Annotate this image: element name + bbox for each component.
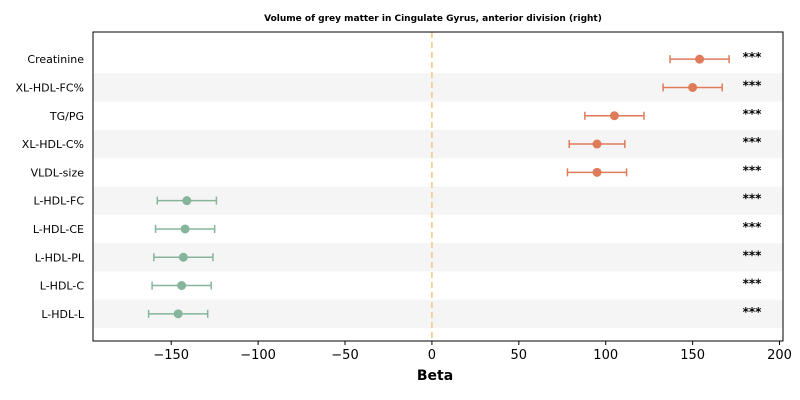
data-point-L-HDL-PL xyxy=(153,252,214,262)
data-point-XL-HDL-FC% xyxy=(662,82,723,92)
y-tick-label: TG/PG xyxy=(49,110,84,123)
point-marker xyxy=(592,139,602,149)
significance-label: *** xyxy=(743,135,763,149)
point-marker xyxy=(180,224,190,234)
data-point-VLDL-size xyxy=(566,167,628,177)
x-tick-label: 50 xyxy=(511,348,528,363)
plot-frame xyxy=(92,31,784,342)
point-marker xyxy=(609,111,619,121)
point-marker xyxy=(178,252,188,262)
y-tick-label: L-HDL-L xyxy=(41,308,85,321)
y-tick-label: L-HDL-CE xyxy=(33,223,84,236)
y-tick-label: L-HDL-FC xyxy=(33,195,84,208)
significance-label: *** xyxy=(743,248,763,262)
significance-label: *** xyxy=(743,50,763,64)
data-point-L-HDL-L xyxy=(147,309,209,319)
x-tick-label: 0 xyxy=(428,348,436,363)
x-tick-label: 200 xyxy=(767,348,792,363)
point-marker xyxy=(592,167,602,177)
x-tick-label: 100 xyxy=(593,348,618,363)
point-marker xyxy=(695,54,705,64)
y-tick-label: VLDL-size xyxy=(31,166,85,179)
significance-label: *** xyxy=(743,192,763,206)
significance-label: *** xyxy=(743,78,763,92)
significance-label: *** xyxy=(743,163,763,177)
x-tick-label: −150 xyxy=(153,348,189,363)
data-point-XL-HDL-C% xyxy=(568,139,626,149)
point-marker xyxy=(688,82,698,92)
significance-labels: *** *** *** *** *** *** *** *** *** *** xyxy=(743,50,763,319)
chart-title: Volume of grey matter in Cingulate Gyrus… xyxy=(264,14,602,24)
row-band xyxy=(93,129,783,159)
data-points xyxy=(147,54,730,319)
point-marker xyxy=(177,281,187,291)
significance-label: *** xyxy=(743,277,763,291)
data-point-L-HDL-FC xyxy=(156,196,218,206)
point-marker xyxy=(173,309,183,319)
x-axis: −150 −100 −50 0 50 100 150 200 xyxy=(153,341,792,363)
y-tick-label: XL-HDL-C% xyxy=(22,138,84,151)
point-marker xyxy=(182,196,192,206)
significance-label: *** xyxy=(743,107,763,121)
data-point-Creatinine xyxy=(669,54,730,64)
data-point-TG/PG xyxy=(584,111,645,121)
y-tick-labels: Creatinine XL-HDL-FC% TG/PG XL-HDL-C% VLDL-s… xyxy=(15,53,84,321)
significance-label: *** xyxy=(743,220,763,234)
x-tick-label: 150 xyxy=(680,348,705,363)
x-tick-label: −50 xyxy=(331,348,358,363)
data-point-L-HDL-CE xyxy=(154,224,216,234)
data-point-L-HDL-C xyxy=(151,281,212,291)
y-tick-label: Creatinine xyxy=(27,53,84,66)
y-tick-label: XL-HDL-FC% xyxy=(15,81,84,94)
x-axis-label: Beta xyxy=(417,368,453,384)
y-tick-label: L-HDL-PL xyxy=(35,251,85,264)
y-tick-label: L-HDL-C xyxy=(40,280,85,293)
x-tick-label: −100 xyxy=(240,348,276,363)
significance-label: *** xyxy=(743,305,763,319)
